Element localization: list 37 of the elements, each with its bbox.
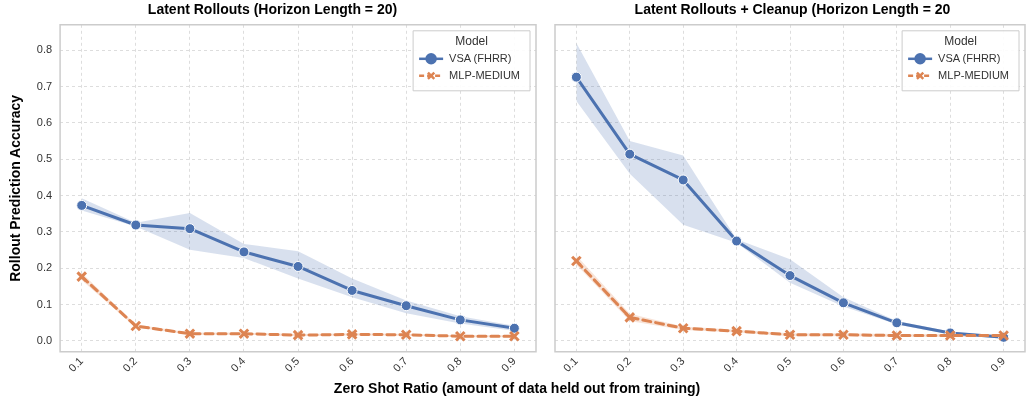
x-tick-label: 0.3 [174,354,194,374]
x-tick-label: 0.1 [560,354,580,374]
chart-title: Latent Rollouts (Horizon Length = 20) [147,1,398,18]
y-tick-label: 0.5 [36,152,53,165]
x-tick-label: 0.5 [282,354,302,374]
x-tick-label: 0.9 [987,354,1008,374]
y-tick-label: 0.2 [36,261,53,274]
y-tick-label: 0.8 [36,43,53,56]
legend-title: Model [944,34,977,49]
legend-label: MLP-MEDIUM [938,68,1009,81]
y-tick-label: 0.0 [36,333,53,346]
x-tick-label: 0.8 [934,354,954,374]
chart-title: Latent Rollouts + Cleanup (Horizon Length = 20 [634,1,951,18]
x-tick-label: 0.6 [827,354,847,374]
y-tick-label: 0.1 [36,297,53,310]
y-tick-label: 0.4 [36,188,53,201]
y-axis-title: Rollout Prediction Accuracy [7,94,24,282]
x-tick-label: 0.2 [614,354,634,374]
x-tick-label: 0.2 [120,354,140,374]
x-tick-label: 0.7 [881,354,901,374]
y-tick-label: 0.3 [36,224,53,237]
x-axis-title: Zero Shot Ratio (amount of data held out from training) [333,380,701,396]
legend-title: Model [455,34,488,49]
y-tick-label: 0.7 [36,79,53,92]
x-tick-label: 0.4 [228,354,248,374]
legend-label: VSA (FHRR) [938,51,1001,64]
x-tick-label: 0.3 [667,354,687,374]
y-tick-label: 0.6 [36,115,53,128]
x-tick-label: 0.9 [498,354,518,374]
x-tick-label: 0.5 [774,354,794,374]
x-tick-label: 0.6 [336,354,356,374]
x-tick-label: 0.8 [444,354,464,374]
legend-label: MLP-MEDIUM [449,68,520,81]
x-tick-label: 0.7 [390,354,410,374]
legend-label: VSA (FHRR) [449,51,512,64]
x-tick-label: 0.4 [720,354,741,374]
x-tick-label: 0.1 [65,354,86,374]
